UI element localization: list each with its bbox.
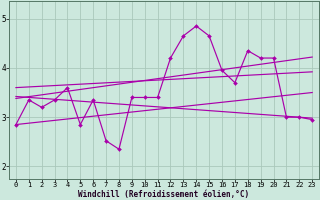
X-axis label: Windchill (Refroidissement éolien,°C): Windchill (Refroidissement éolien,°C): [78, 190, 250, 199]
